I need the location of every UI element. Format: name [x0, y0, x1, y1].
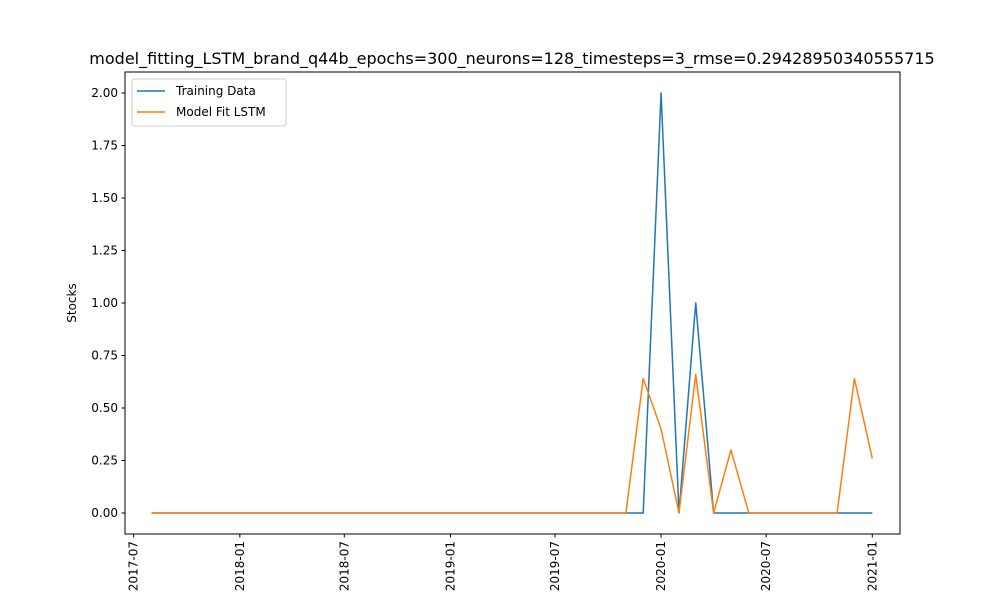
- x-tick-label: 2021-01: [865, 541, 879, 591]
- legend-entry: Training Data: [175, 84, 256, 98]
- y-tick-label: 0.25: [91, 454, 118, 468]
- y-axis: 0.00 0.25 0.50 0.75 1.00 1.25 1.50 1.75 2.00: [91, 86, 125, 520]
- x-tick-label: 2018-07: [337, 541, 351, 591]
- chart-title: model_fitting_LSTM_brand_q44b_epochs=300…: [89, 49, 934, 69]
- y-axis-label: Stocks: [65, 283, 79, 322]
- x-tick-label: 2020-07: [759, 541, 773, 591]
- y-tick-label: 1.00: [91, 296, 118, 310]
- y-tick-label: 1.75: [91, 139, 118, 153]
- y-tick-label: 1.50: [91, 191, 118, 205]
- x-tick-label: 2019-07: [548, 541, 562, 591]
- x-tick-label: 2019-01: [443, 541, 457, 591]
- legend-entry: Model Fit LSTM: [176, 105, 266, 119]
- y-tick-label: 2.00: [91, 86, 118, 100]
- series-group: [151, 92, 874, 514]
- x-tick-label: 2018-01: [233, 541, 247, 591]
- y-tick-label: 0.50: [91, 401, 118, 415]
- x-axis: 2017-07 2018-01 2018-07 2019-01 2019-07 2020-…: [127, 534, 879, 591]
- legend-box: [131, 78, 287, 127]
- series-line-model-fit-lstm: [151, 373, 874, 514]
- y-tick-label: 0.75: [91, 349, 118, 363]
- legend: Training Data Model Fit LSTM: [131, 78, 287, 127]
- y-tick-label: 1.25: [91, 244, 118, 258]
- plot-area: [124, 71, 901, 535]
- x-tick-label: 2017-07: [127, 541, 141, 591]
- y-tick-label: 0.00: [91, 506, 118, 520]
- x-tick-label: 2020-01: [654, 541, 668, 591]
